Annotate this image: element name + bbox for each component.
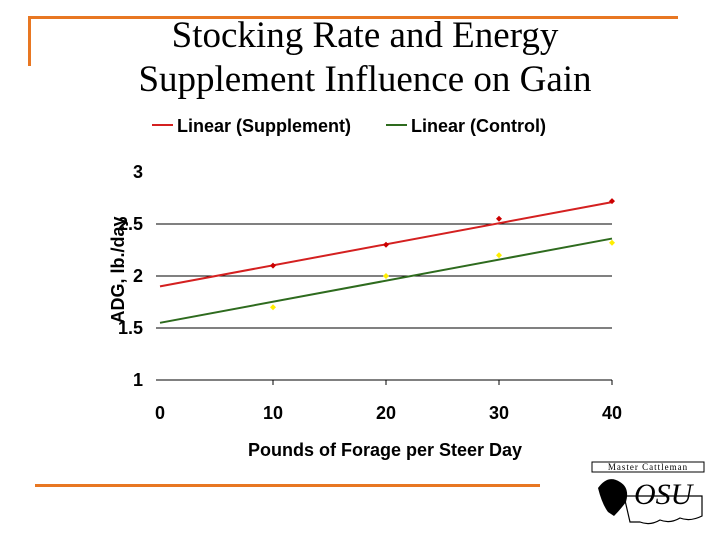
x-tick-label: 30 [489, 403, 509, 423]
grid [156, 223, 612, 381]
x-tick-labels: 0 10 20 30 40 [155, 380, 622, 423]
x-tick-label: 0 [155, 403, 165, 423]
data-points [270, 198, 615, 311]
point-control-40 [609, 239, 615, 246]
y-tick-labels: 1 1.5 2 2.5 3 [118, 162, 143, 390]
point-control-10 [270, 304, 276, 311]
legend-label-control: Linear (Control) [411, 116, 546, 136]
x-tick-label: 20 [376, 403, 396, 423]
point-supplement-20 [383, 241, 389, 248]
chart-legend: Linear (Supplement) Linear (Control) [152, 116, 546, 136]
title-line-1: Stocking Rate and Energy [171, 15, 559, 56]
logo-top-text: Master Cattleman [608, 462, 688, 472]
x-tick-label: 10 [263, 403, 283, 423]
y-tick-label: 1.5 [118, 318, 143, 338]
orange-frame-top [28, 16, 678, 19]
point-control-20 [383, 273, 389, 279]
x-axis-label: Pounds of Forage per Steer Day [248, 440, 522, 460]
y-axis-label: ADG, lb./day [108, 216, 128, 323]
point-supplement-40 [609, 198, 615, 205]
master-cattleman-osu-logo: Master Cattleman OSU [591, 461, 705, 525]
trendlines [159, 201, 613, 324]
point-control-30 [496, 252, 502, 259]
legend-label-supplement: Linear (Supplement) [177, 116, 351, 136]
oklahoma-outline-icon [623, 495, 703, 525]
orange-frame-left [28, 16, 31, 66]
y-tick-label: 2.5 [118, 214, 143, 234]
orange-frame-bottom [35, 484, 540, 487]
x-tick-label: 40 [602, 403, 622, 423]
trendline-linear-control [159, 237, 613, 324]
point-supplement-10 [270, 262, 276, 269]
logo-osu-text: OSU [634, 478, 695, 511]
point-supplement-30 [496, 215, 502, 222]
slide-title: Stocking Rate and Energy Supplement Infl… [0, 14, 720, 102]
y-tick-label: 3 [133, 162, 143, 182]
y-tick-label: 1 [133, 370, 143, 390]
y-tick-label: 2 [133, 266, 143, 286]
steer-head-icon [598, 479, 628, 516]
title-line-2: Supplement Influence on Gain [138, 59, 592, 100]
